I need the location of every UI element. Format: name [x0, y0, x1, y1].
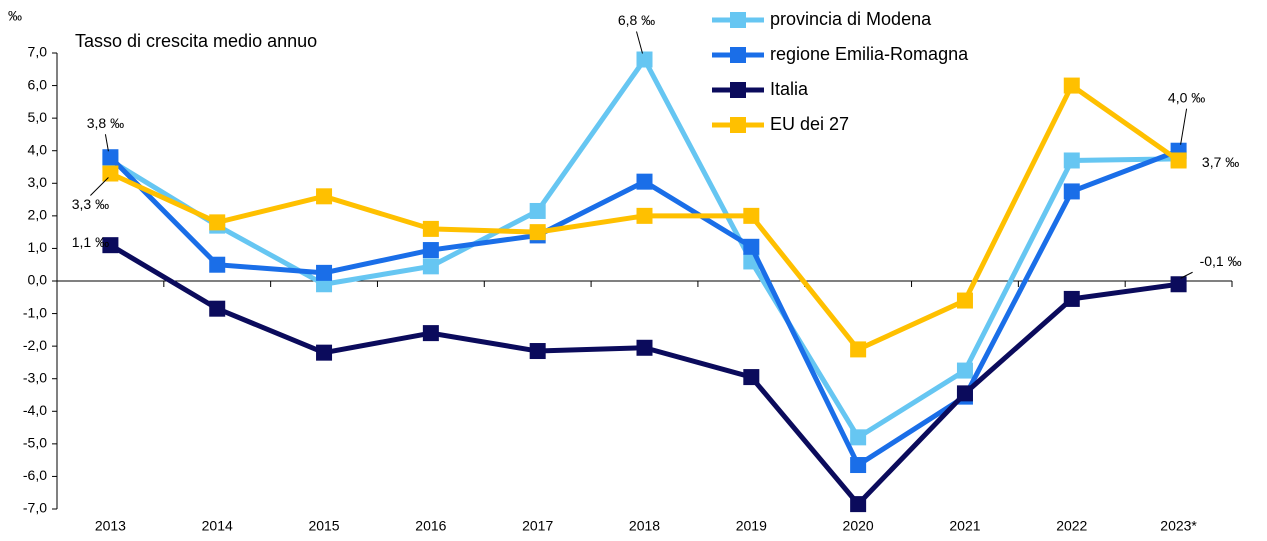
x-tick-label: 2014 [202, 518, 233, 534]
point-marker [316, 264, 333, 281]
x-tick-label: 2013 [95, 518, 126, 534]
legend-marker [730, 82, 746, 98]
point-marker [1063, 152, 1080, 169]
point-marker [422, 325, 439, 342]
label-leader [90, 177, 109, 196]
point-marker [1170, 276, 1187, 293]
x-tick-label: 2023* [1160, 518, 1197, 534]
point-marker [209, 214, 226, 231]
data-label: 1,1 ‰ [72, 234, 109, 250]
y-tick-label: -2,0 [23, 337, 47, 353]
point-marker [102, 165, 119, 182]
data-label: 4,0 ‰ [1168, 89, 1205, 105]
chart-title: Tasso di crescita medio annuo [75, 31, 317, 51]
point-marker [636, 173, 653, 190]
label-leader [1180, 108, 1188, 145]
series-line [109, 54, 1179, 441]
legend-label: provincia di Modena [770, 9, 932, 29]
y-tick-label: 3,0 [28, 174, 48, 190]
legend-label: EU dei 27 [770, 114, 849, 134]
point-marker [850, 341, 867, 358]
x-tick-label: 2018 [629, 518, 660, 534]
x-tick-label: 2020 [843, 518, 874, 534]
y-tick-label: -4,0 [23, 402, 47, 418]
point-marker [102, 149, 119, 166]
y-tick-label: -6,0 [23, 467, 47, 483]
legend-marker [730, 47, 746, 63]
point-marker [1063, 77, 1080, 94]
point-marker [850, 496, 867, 513]
point-marker [850, 429, 867, 446]
legend-marker [730, 117, 746, 133]
x-tick-label: 2022 [1056, 518, 1087, 534]
point-marker [850, 457, 867, 474]
y-tick-label: -5,0 [23, 435, 47, 451]
point-marker [209, 300, 226, 317]
point-marker [636, 51, 653, 68]
point-marker [743, 207, 760, 224]
point-marker [422, 242, 439, 259]
x-tick-label: 2016 [415, 518, 446, 534]
point-marker [529, 343, 546, 360]
y-tick-label: -1,0 [23, 304, 47, 320]
point-marker [956, 292, 973, 309]
point-marker [316, 188, 333, 205]
data-label: 3,3 ‰ [72, 196, 109, 212]
y-tick-label: 5,0 [28, 109, 48, 125]
point-marker [422, 258, 439, 275]
point-marker [102, 237, 119, 254]
data-label: 3,8 ‰ [87, 115, 124, 131]
point-marker [743, 369, 760, 386]
legend-marker [730, 12, 746, 28]
x-tick-label: 2019 [736, 518, 767, 534]
x-tick-label: 2015 [308, 518, 339, 534]
y-tick-label: 7,0 [28, 44, 48, 60]
y-tick-label: 1,0 [28, 239, 48, 255]
label-leader [1180, 271, 1193, 279]
point-marker [529, 202, 546, 219]
data-label: 3,7 ‰ [1202, 154, 1239, 170]
point-marker [1063, 183, 1080, 200]
point-marker [1170, 152, 1187, 169]
point-marker [209, 256, 226, 273]
x-tick-label: 2021 [949, 518, 980, 534]
y-tick-label: -7,0 [23, 500, 47, 516]
point-marker [743, 238, 760, 255]
label-leader [636, 31, 643, 54]
point-marker [529, 224, 546, 241]
point-marker [636, 339, 653, 356]
y-tick-label: 6,0 [28, 76, 48, 92]
y-tick-label: 0,0 [28, 272, 48, 288]
data-label: 6,8 ‰ [618, 12, 655, 28]
point-marker [956, 362, 973, 379]
y-axis-unit: ‰ [8, 8, 22, 24]
label-leader [104, 134, 109, 152]
y-tick-label: 4,0 [28, 141, 48, 157]
point-marker [636, 207, 653, 224]
point-marker [422, 220, 439, 237]
point-marker [1063, 290, 1080, 307]
legend-label: regione Emilia-Romagna [770, 44, 969, 64]
y-tick-label: 2,0 [28, 207, 48, 223]
y-tick-label: -3,0 [23, 369, 47, 385]
x-tick-label: 2017 [522, 518, 553, 534]
point-marker [956, 385, 973, 402]
legend-label: Italia [770, 79, 809, 99]
point-marker [316, 344, 333, 361]
data-label: -0,1 ‰ [1200, 253, 1242, 269]
